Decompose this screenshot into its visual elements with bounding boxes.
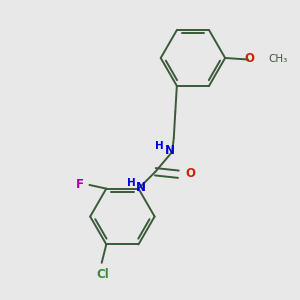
- Text: N: N: [136, 181, 146, 194]
- Text: F: F: [76, 178, 84, 191]
- Text: O: O: [245, 52, 255, 65]
- Text: O: O: [185, 167, 195, 180]
- Text: CH₃: CH₃: [268, 54, 287, 64]
- Text: H: H: [127, 178, 135, 188]
- Text: N: N: [165, 144, 175, 157]
- Text: H: H: [155, 141, 164, 151]
- Text: Cl: Cl: [96, 268, 109, 281]
